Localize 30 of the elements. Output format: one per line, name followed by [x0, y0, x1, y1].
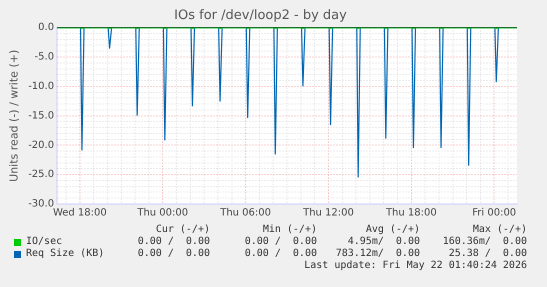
text: 25.38 / 0.00 — [448, 248, 527, 260]
text: Cur (-/+) — [156, 224, 210, 236]
y-tick-label: 0.0 — [38, 22, 54, 34]
y-tick-label: -20.0 — [28, 140, 54, 151]
text: 160.36m/ 0.00 — [442, 236, 527, 248]
x-tick-label: Thu 12:00 — [302, 208, 354, 219]
y-axis-title: Units read (-) / write (+) — [7, 50, 20, 182]
text: 0.00 / 0.00 — [244, 248, 317, 260]
x-tick-label: Thu 18:00 — [384, 208, 437, 219]
text: 0.00 / 0.00 — [244, 236, 317, 248]
y-tick-label: -30.0 — [28, 198, 54, 210]
text: 783.12m/ 0.00 — [336, 248, 420, 260]
x-tick-label: Fri 00:00 — [472, 208, 516, 219]
x-tick-label: Thu 00:00 — [136, 208, 188, 219]
text: Avg (-/+) — [366, 224, 420, 236]
text: Min (-/+) — [262, 224, 317, 236]
y-tick-label: -15.0 — [28, 110, 54, 122]
y-tick-label: -25.0 — [28, 169, 54, 180]
legend-label: IO/sec — [26, 236, 62, 248]
text: Max (-/+) — [472, 224, 527, 236]
legend-label: Req Size (KB) — [26, 248, 104, 260]
x-tick-label: Wed 18:00 — [52, 208, 107, 219]
y-tick-label: -5.0 — [34, 52, 54, 63]
y-tick-label: -10.0 — [28, 80, 54, 92]
text: 0.00 / 0.00 — [138, 236, 210, 248]
text: 4.95m/ 0.00 — [348, 236, 420, 248]
text: 0.00 / 0.00 — [138, 248, 210, 260]
chart-title: IOs for /dev/loop2 - by day — [174, 8, 348, 24]
x-tick-label: Thu 06:00 — [219, 208, 271, 219]
text: Last update: Fri May 22 01:40:24 2026 — [304, 260, 527, 272]
